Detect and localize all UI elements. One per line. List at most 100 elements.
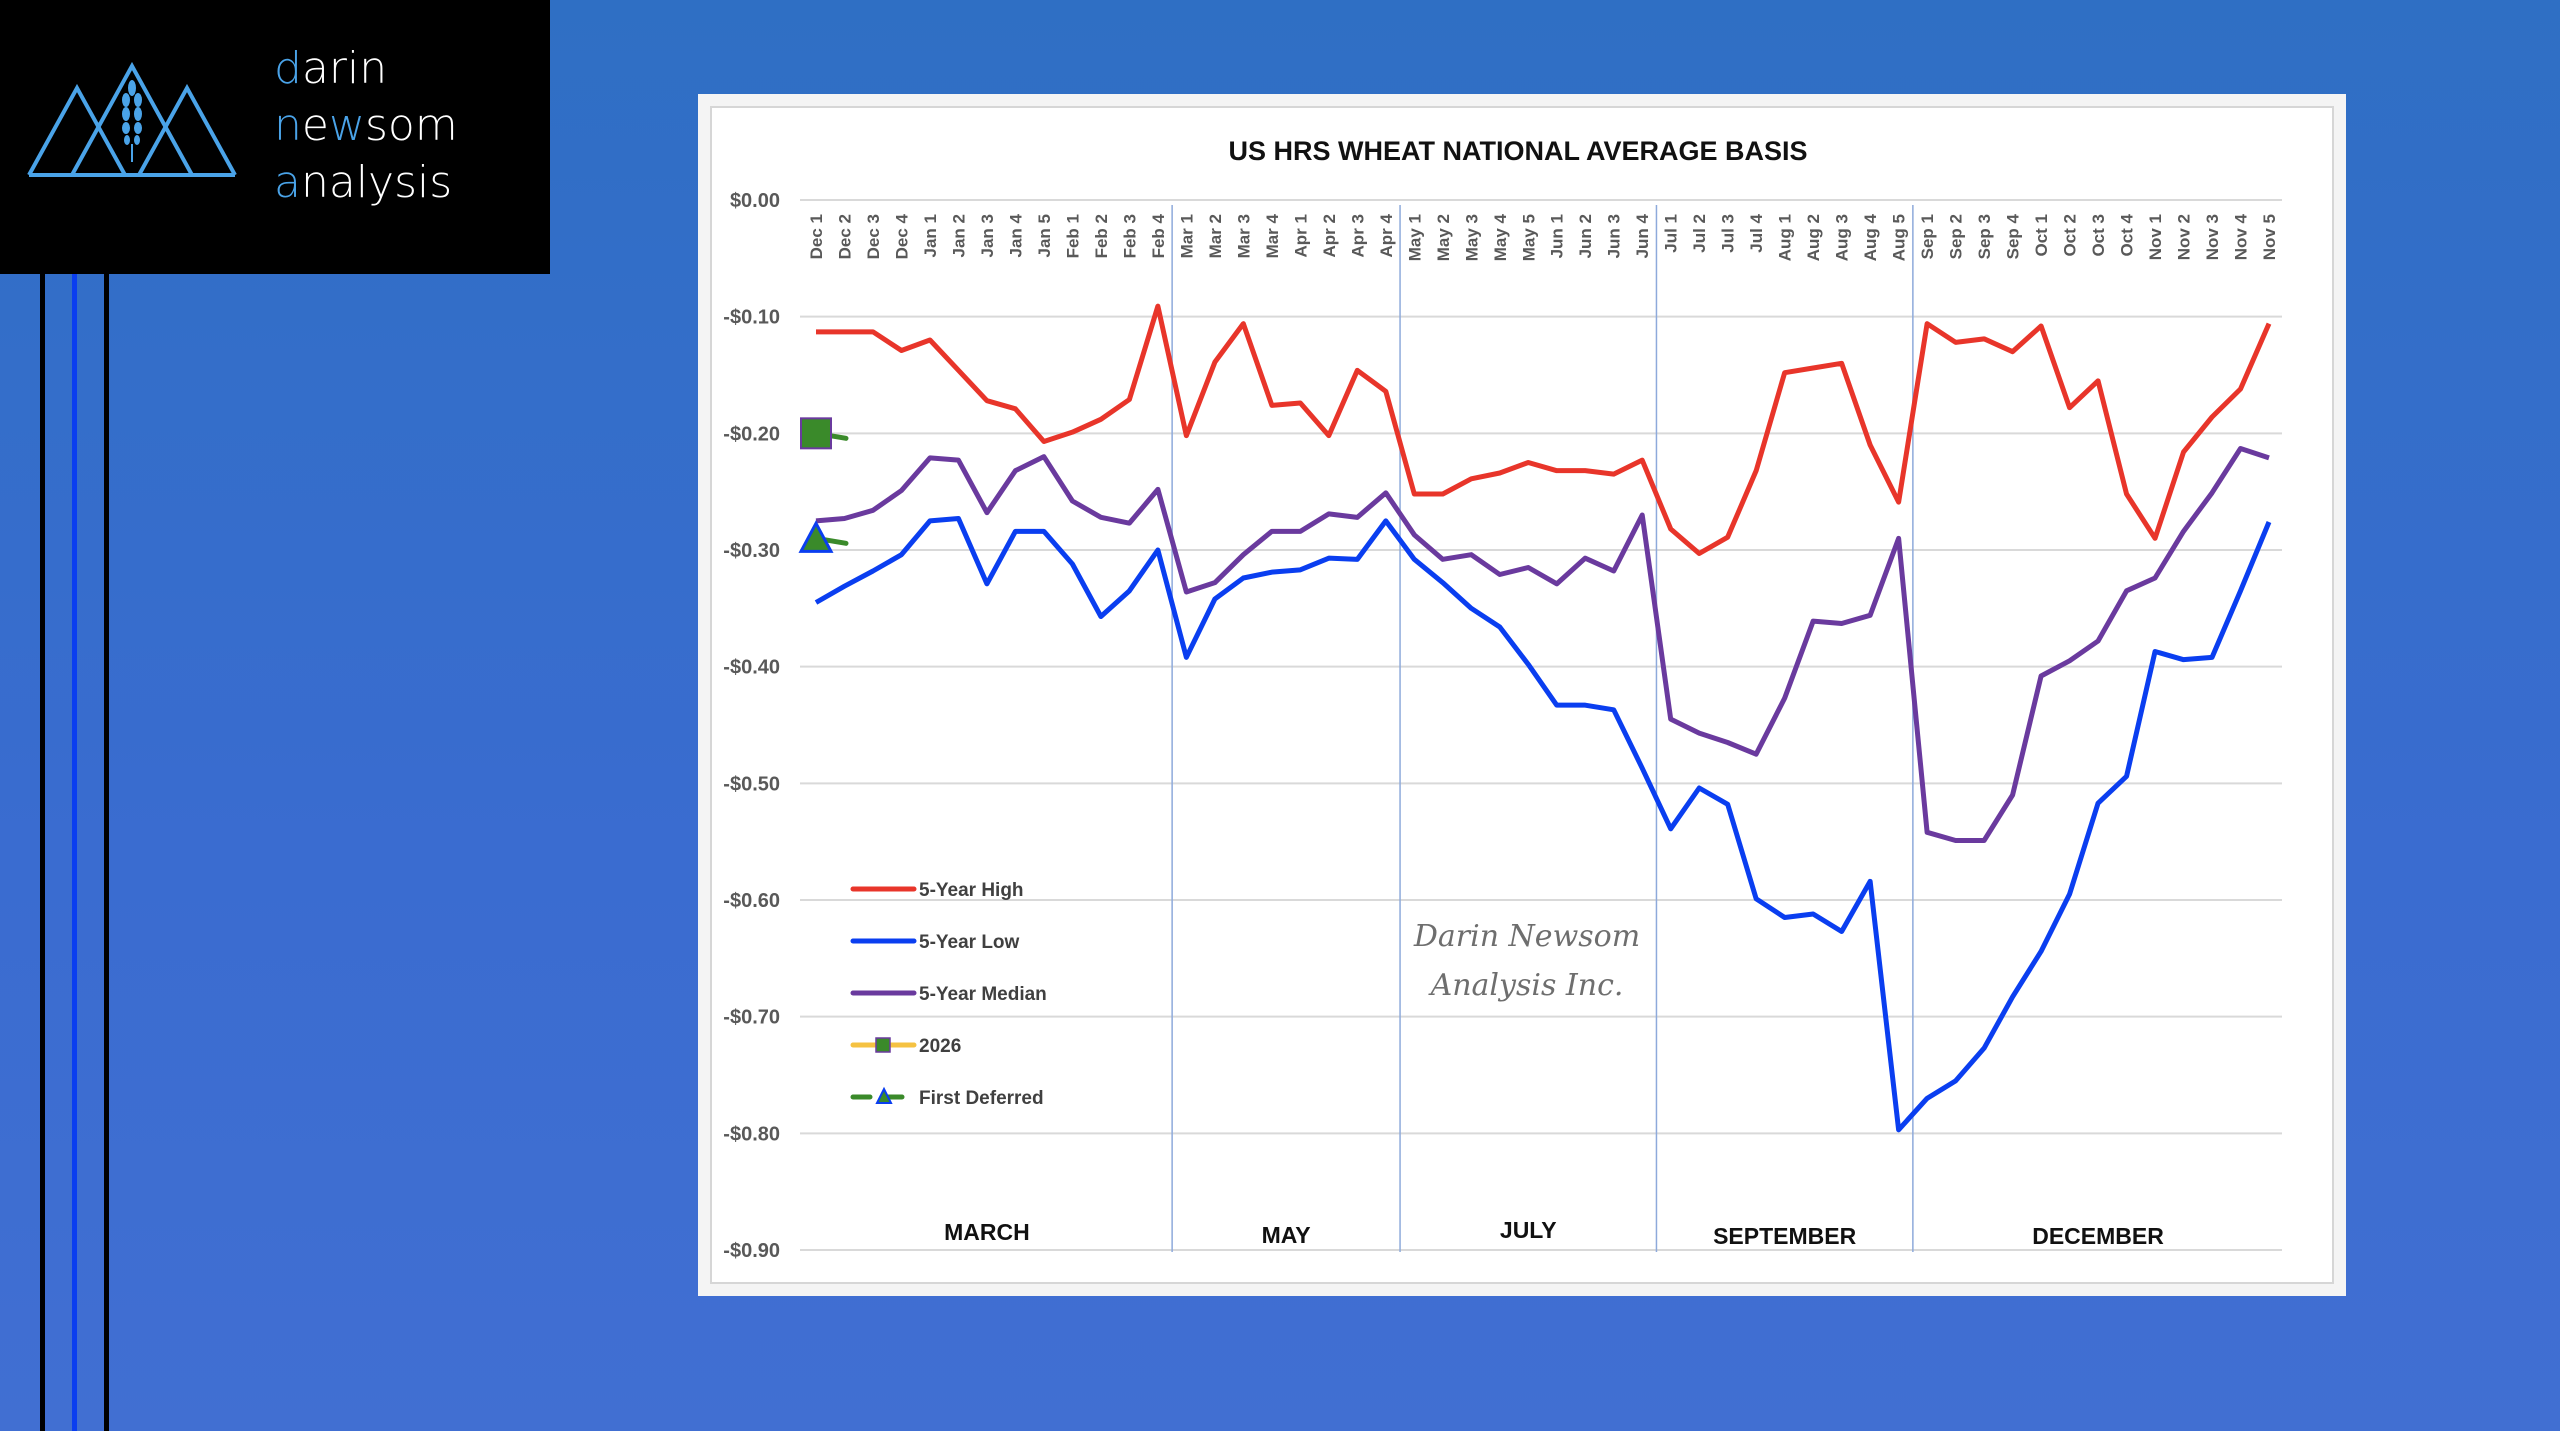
x-tick-label: Dec 4 [892, 213, 911, 259]
x-tick-label: Aug 3 [1833, 214, 1852, 261]
x-tick-label: Feb 2 [1092, 214, 1111, 258]
x-tick-label: Jan 4 [1006, 213, 1025, 257]
series-markers [798, 417, 849, 553]
x-tick-label: Sep 2 [1947, 214, 1966, 259]
period-label-march: MARCH [944, 1219, 1030, 1245]
x-tick-label: May 1 [1405, 214, 1424, 261]
y-tick-label: -$0.80 [723, 1123, 780, 1145]
x-tick-label: Jan 1 [921, 214, 940, 257]
legend-label: 5-Year High [919, 880, 1024, 901]
y-tick-label: -$0.60 [723, 890, 780, 912]
x-tick-label: Jul 3 [1719, 214, 1738, 253]
decor-line-black-right [104, 274, 109, 1431]
period-label-december: DECEMBER [2032, 1223, 2164, 1249]
x-tick-label: Oct 2 [2061, 214, 2080, 257]
legend-label: First Deferred [919, 1088, 1044, 1109]
x-tick-label: Nov 3 [2203, 214, 2222, 260]
x-tick-label: Dec 3 [864, 214, 883, 259]
legend-item-5-year-low: 5-Year Low [850, 932, 1020, 953]
chart-frame [698, 94, 2346, 1296]
marker-square-2026 [800, 417, 832, 450]
series-line-5-year-low [814, 516, 2272, 1133]
x-tick-label: Jan 2 [949, 214, 968, 257]
x-tick-label: Oct 1 [2032, 214, 2051, 257]
brand-line-3: analysis [274, 157, 453, 208]
x-tick-label: Oct 4 [2118, 213, 2137, 256]
x-tick-label: May 3 [1462, 214, 1481, 261]
x-tick-label: Oct 3 [2089, 214, 2108, 257]
x-tick-label: May 2 [1434, 214, 1453, 261]
x-tick-label: Mar 3 [1234, 214, 1253, 258]
x-tick-label: Nov 4 [2232, 213, 2251, 260]
x-tick-label: Jun 2 [1576, 214, 1595, 258]
x-tick-label: Nov 5 [2260, 214, 2279, 260]
y-tick-label: -$0.10 [723, 307, 780, 329]
brand-line-1: darin [274, 43, 388, 94]
x-tick-label: Jun 4 [1633, 213, 1652, 258]
contract-periods: MARCH MAY JULY SEPTEMBER DECEMBER [944, 205, 2164, 1252]
chart-area [710, 106, 2334, 1284]
x-tick-label: Dec 2 [835, 214, 854, 259]
x-tick-label: Nov 2 [2175, 214, 2194, 260]
x-tick-label: Nov 1 [2146, 214, 2165, 260]
x-tick-label: Jun 3 [1605, 214, 1624, 258]
y-axis-ticks: $0.00 -$0.10 -$0.20 -$0.30 -$0.40 -$0.50 -$0.6… [723, 190, 780, 1262]
legend-item-first-deferred: First Deferred [850, 1086, 1044, 1109]
legend-label: 5-Year Median [919, 984, 1047, 1005]
x-tick-label: May 5 [1519, 214, 1538, 261]
legend-item-5-year-high: 5-Year High [850, 880, 1024, 901]
x-tick-label: Apr 2 [1320, 214, 1339, 257]
legend-item-5-year-median: 5-Year Median [850, 984, 1047, 1005]
chart-title: US HRS WHEAT NATIONAL AVERAGE BASIS [1228, 136, 1807, 166]
brand-line-2: newsom [274, 100, 458, 151]
series-line-5-year-high [816, 303, 2272, 556]
y-tick-label: -$0.40 [723, 657, 780, 679]
x-tick-label: May 4 [1491, 213, 1510, 261]
legend: 5-Year High 5-Year Low 5-Year Median 2026 Fi… [850, 880, 1047, 1109]
y-tick-label: -$0.20 [723, 423, 780, 445]
x-tick-label: Feb 1 [1063, 214, 1082, 258]
x-tick-label: Feb 3 [1120, 214, 1139, 258]
marker-triangle-first-deferred [798, 520, 834, 553]
x-tick-label: Mar 4 [1263, 213, 1282, 258]
x-tick-label: Feb 4 [1149, 213, 1168, 258]
legend-swatch-triangle [875, 1086, 893, 1104]
x-tick-label: Mar 1 [1177, 214, 1196, 258]
legend-label: 2026 [919, 1036, 961, 1057]
x-tick-label: Apr 4 [1377, 213, 1396, 257]
x-tick-label: Apr 1 [1291, 214, 1310, 257]
period-label-july: JULY [1500, 1217, 1557, 1243]
series-line-5-year-median [815, 446, 2270, 843]
decor-line-black-left [40, 274, 45, 1431]
x-tick-label: Apr 3 [1348, 214, 1367, 257]
x-tick-label: Mar 2 [1206, 214, 1225, 258]
series-lines [814, 303, 2272, 1133]
x-tick-label: Jul 1 [1662, 214, 1681, 253]
x-tick-label: Jan 3 [978, 214, 997, 257]
mountains-wheat-icon [27, 61, 237, 177]
gridlines [800, 199, 2282, 1251]
x-tick-label: Aug 2 [1804, 214, 1823, 261]
x-tick-label: Sep 4 [2004, 213, 2023, 259]
y-tick-label: $0.00 [730, 190, 780, 212]
x-tick-label: Jan 5 [1035, 214, 1054, 257]
y-tick-label: -$0.70 [723, 1007, 780, 1029]
x-tick-label: Jul 4 [1747, 213, 1766, 252]
x-tick-label: Jul 2 [1690, 214, 1709, 253]
y-tick-label: -$0.30 [723, 540, 780, 562]
period-label-may: MAY [1262, 1222, 1311, 1248]
legend-label: 5-Year Low [919, 932, 1020, 953]
watermark-line: Analysis Inc. [1428, 968, 1624, 1003]
x-tick-label: Aug 5 [1890, 214, 1909, 261]
legend-swatch-square [875, 1037, 891, 1053]
decor-line-blue [72, 274, 77, 1431]
x-axis-ticks: Dec 1 Dec 2 Dec 3 Dec 4 Jan 1 Jan 2 Jan 3 Jan 4… [807, 213, 2279, 261]
period-label-september: SEPTEMBER [1713, 1223, 1857, 1249]
x-tick-label: Dec 1 [807, 214, 826, 259]
brand-header: darin newsom analysis [0, 0, 550, 274]
x-tick-label: Sep 3 [1975, 214, 1994, 259]
x-tick-label: Jun 1 [1548, 214, 1567, 258]
y-tick-label: -$0.90 [723, 1240, 780, 1262]
legend-item-2026: 2026 [850, 1036, 961, 1057]
